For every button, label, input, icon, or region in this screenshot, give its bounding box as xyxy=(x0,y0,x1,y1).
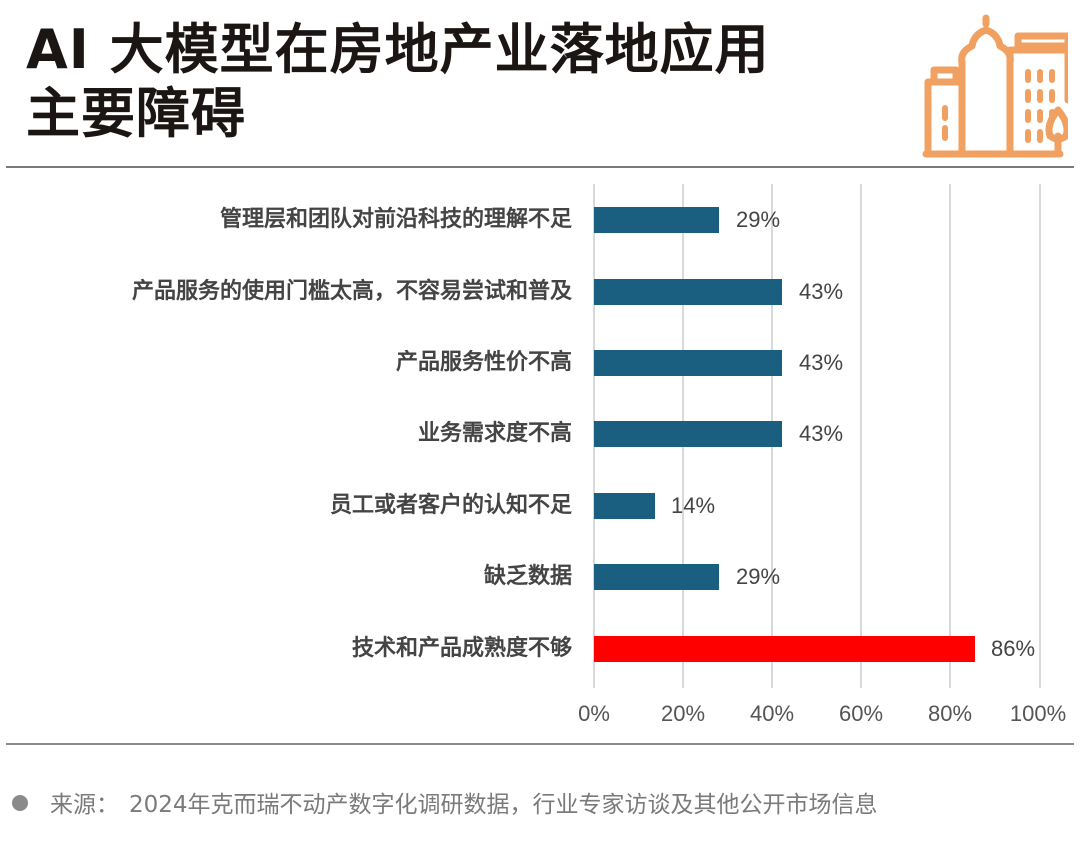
category-label: 产品服务性价不高 xyxy=(395,350,572,375)
bar-row: 缺乏数据 29% xyxy=(0,564,1080,590)
footer-divider xyxy=(6,743,1074,745)
bar xyxy=(594,350,782,376)
bar xyxy=(594,421,782,447)
bar xyxy=(594,207,719,233)
gridline-100 xyxy=(1039,184,1041,688)
bar-row: 产品服务的使用门槛太高，不容易尝试和普及 43% xyxy=(0,279,1080,305)
source-label: 来源： xyxy=(50,792,119,818)
category-label: 缺乏数据 xyxy=(483,564,572,589)
value-label: 29% xyxy=(736,207,781,232)
bar xyxy=(594,279,782,305)
value-label: 14% xyxy=(671,493,716,518)
bar-row: 员工或者客户的认知不足 14% xyxy=(0,493,1080,519)
bar xyxy=(594,564,719,590)
chart-title-line-1: AI 大模型在房地产业落地应用 xyxy=(26,18,770,81)
source-text: 2024年克而瑞不动产数字化调研数据，行业专家访谈及其他公开市场信息 xyxy=(129,792,878,818)
bullet-dot-icon xyxy=(12,794,28,811)
gridline-80 xyxy=(949,184,951,688)
x-tick-label: 100% xyxy=(1009,701,1067,726)
bar-row-highlighted: 技术和产品成熟度不够 86% xyxy=(0,636,1080,662)
chart-title: AI 大模型在房地产业落地应用 主要障碍 xyxy=(26,18,886,146)
x-tick-label: 60% xyxy=(838,701,884,726)
header-divider xyxy=(6,166,1074,168)
category-label: 员工或者客户的认知不足 xyxy=(329,493,572,518)
value-label: 29% xyxy=(736,564,781,589)
x-tick-label: 40% xyxy=(749,701,795,726)
bar-row: 管理层和团队对前沿科技的理解不足 29% xyxy=(0,207,1080,233)
chart-title-line-2: 主要障碍 xyxy=(26,82,246,145)
category-label: 业务需求度不高 xyxy=(417,421,572,446)
gridline-60 xyxy=(860,184,862,688)
bar-row: 业务需求度不高 43% xyxy=(0,421,1080,447)
x-tick-label: 20% xyxy=(660,701,706,726)
bar-highlighted xyxy=(594,636,975,662)
value-label: 43% xyxy=(799,279,844,304)
category-label: 管理层和团队对前沿科技的理解不足 xyxy=(219,207,572,232)
x-tick-label: 0% xyxy=(578,701,610,726)
value-label: 86% xyxy=(991,636,1036,661)
category-label: 技术和产品成熟度不够 xyxy=(351,636,572,661)
category-label: 产品服务的使用门槛太高，不容易尝试和普及 xyxy=(131,279,572,304)
bar-chart-plot-area: 管理层和团队对前沿科技的理解不足 29% 产品服务的使用门槛太高，不容易尝试和普… xyxy=(0,184,1080,688)
source-note: 来源： 2024年克而瑞不动产数字化调研数据，行业专家访谈及其他公开市场信息 xyxy=(12,788,878,822)
city-buildings-icon xyxy=(920,12,1072,160)
value-label: 43% xyxy=(799,350,844,375)
bar-row: 产品服务性价不高 43% xyxy=(0,350,1080,376)
x-tick-label: 80% xyxy=(927,701,973,726)
bar xyxy=(594,493,655,519)
value-label: 43% xyxy=(799,421,844,446)
